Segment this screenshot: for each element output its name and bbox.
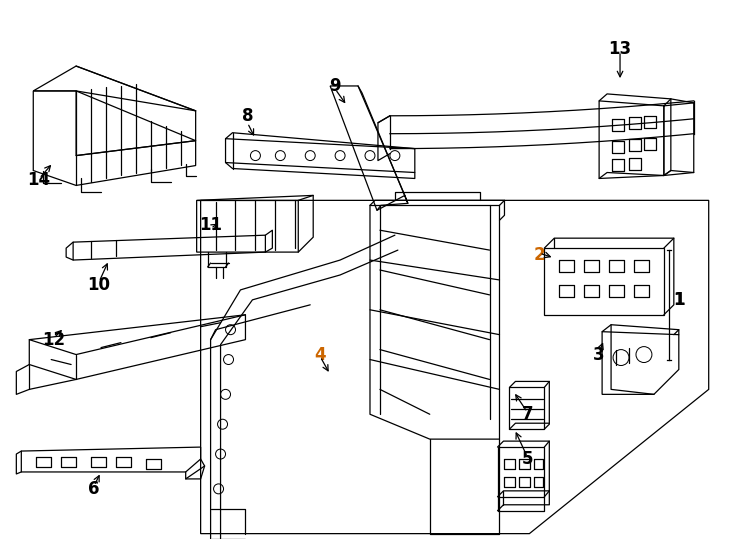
Text: 7: 7 — [522, 405, 533, 423]
Text: 11: 11 — [199, 216, 222, 234]
Text: 10: 10 — [87, 276, 111, 294]
Text: 12: 12 — [43, 330, 66, 349]
Text: 14: 14 — [28, 172, 51, 190]
Text: 1: 1 — [673, 291, 685, 309]
Text: 9: 9 — [330, 77, 341, 95]
Text: 6: 6 — [88, 480, 100, 498]
Text: 1: 1 — [673, 291, 685, 309]
Text: 4: 4 — [314, 346, 326, 363]
Text: 3: 3 — [593, 346, 605, 363]
Text: 8: 8 — [241, 107, 253, 125]
Text: 2: 2 — [534, 246, 545, 264]
Text: 13: 13 — [608, 40, 631, 58]
Text: 5: 5 — [522, 450, 533, 468]
